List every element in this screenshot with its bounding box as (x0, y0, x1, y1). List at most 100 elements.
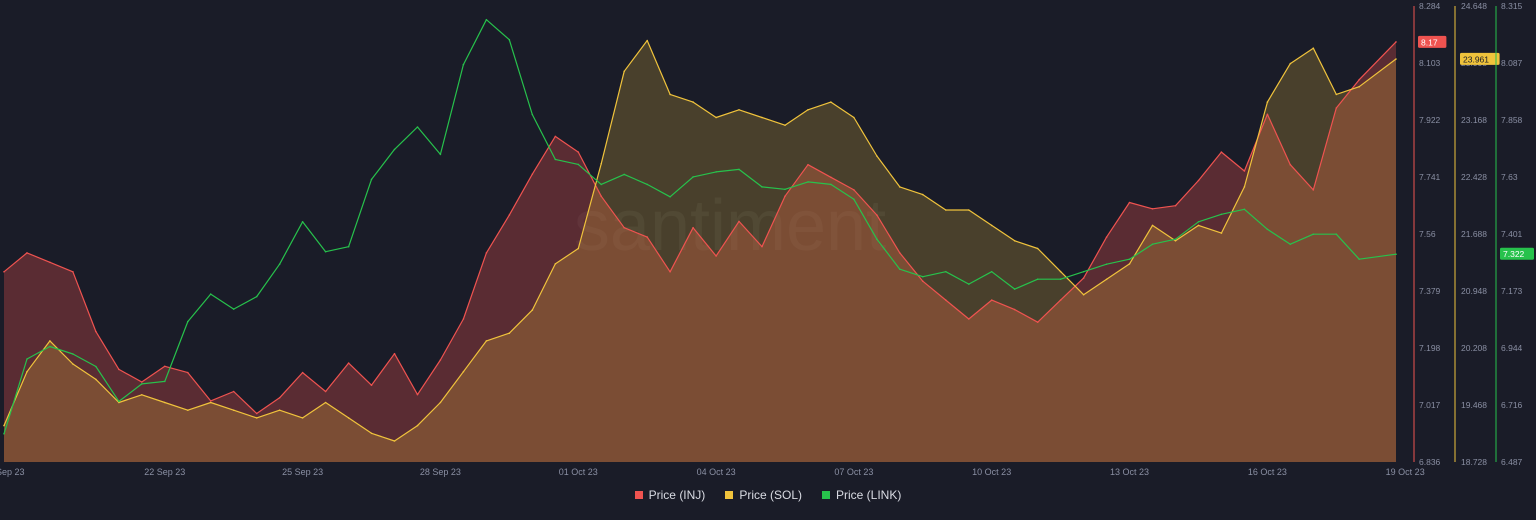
watermark: santiment (574, 186, 886, 266)
chart-canvas: santiment 18 Sep 23 22 Sep 23 25 Sep 23 28 … (0, 1, 1534, 477)
point-link-40 (922, 275, 924, 278)
link-tick-label: 7.401 (1501, 229, 1523, 239)
point-sol-20 (462, 370, 465, 373)
x-tick-label: 25 Sep 23 (282, 467, 323, 477)
point-sol-31 (715, 116, 717, 119)
sol-tick-label: 23.168 (1461, 115, 1487, 125)
point-link-21 (485, 18, 488, 21)
inj-tick-label: 8.103 (1419, 58, 1441, 68)
inj-tick-label: 7.922 (1419, 115, 1441, 125)
legend-item-sol[interactable]: Price (SOL) (725, 488, 802, 502)
point-sol-54 (1243, 186, 1246, 188)
point-link-57 (1312, 233, 1315, 235)
point-inj-10 (232, 390, 235, 393)
point-sol-48 (1105, 278, 1108, 281)
point-inj-54 (1243, 170, 1246, 172)
point-sol-27 (623, 70, 625, 73)
point-inj-30 (692, 226, 694, 229)
point-sol-2 (49, 340, 51, 342)
point-sol-33 (761, 116, 763, 119)
x-tick-label: 01 Oct 23 (559, 467, 598, 477)
point-link-51 (1174, 238, 1177, 240)
x-tick-label: 07 Oct 23 (834, 467, 873, 477)
point-link-36 (830, 183, 832, 186)
point-sol-36 (830, 101, 832, 103)
legend-item-link[interactable]: Price (LINK) (822, 488, 901, 502)
point-link-23 (531, 113, 534, 116)
point-link-25 (577, 163, 580, 166)
point-link-20 (462, 63, 465, 66)
point-sol-43 (990, 224, 993, 227)
point-sol-24 (554, 263, 557, 265)
point-inj-17 (393, 352, 396, 355)
point-link-17 (393, 148, 396, 151)
x-tick-label: 19 Oct 23 (1386, 467, 1425, 477)
point-inj-56 (1289, 163, 1292, 166)
point-link-28 (646, 183, 648, 186)
point-sol-49 (1128, 263, 1131, 265)
point-inj-18 (416, 393, 419, 396)
point-sol-16 (370, 432, 373, 435)
point-inj-13 (301, 371, 304, 374)
point-sol-41 (945, 209, 947, 211)
point-link-12 (278, 263, 281, 266)
point-sol-53 (1220, 232, 1223, 234)
point-inj-6 (141, 381, 143, 383)
point-inj-20 (462, 318, 465, 320)
point-inj-53 (1220, 151, 1223, 153)
point-inj-14 (324, 390, 327, 393)
sol-current-badge (1460, 52, 1500, 65)
point-link-46 (1059, 278, 1062, 281)
point-inj-38 (876, 214, 878, 216)
point-link-58 (1335, 233, 1338, 235)
point-link-11 (255, 295, 258, 298)
legend-item-inj[interactable]: Price (INJ) (634, 488, 705, 502)
point-inj-48 (1105, 236, 1108, 238)
point-link-39 (899, 268, 901, 271)
point-link-60 (1395, 253, 1397, 255)
point-inj-47 (1082, 277, 1085, 279)
point-link-22 (508, 38, 511, 41)
point-sol-30 (692, 101, 694, 103)
point-inj-3 (72, 271, 74, 273)
inj-tick-label: 7.56 (1419, 229, 1436, 239)
point-sol-0 (3, 424, 5, 427)
point-link-30 (692, 176, 694, 178)
point-inj-12 (278, 397, 281, 399)
point-inj-58 (1335, 107, 1338, 109)
point-link-29 (669, 196, 671, 198)
x-tick-label: 28 Sep 23 (420, 467, 461, 477)
point-sol-1 (26, 370, 28, 373)
link-tick-label: 7.63 (1501, 172, 1518, 182)
point-inj-26 (600, 195, 602, 197)
point-link-44 (1013, 288, 1016, 290)
point-link-13 (301, 221, 304, 223)
inj-tick-label: 7.741 (1419, 172, 1441, 182)
point-inj-44 (1013, 308, 1016, 311)
point-link-54 (1243, 208, 1246, 211)
point-sol-50 (1151, 224, 1154, 227)
point-sol-39 (899, 186, 901, 188)
point-inj-49 (1128, 201, 1131, 204)
sol-tick-label: 18.728 (1461, 457, 1487, 467)
link-swatch-icon (822, 491, 830, 499)
point-link-33 (761, 186, 763, 188)
point-link-56 (1289, 243, 1292, 245)
point-sol-11 (255, 417, 258, 419)
point-inj-51 (1174, 204, 1177, 207)
point-inj-2 (49, 261, 51, 264)
point-link-1 (26, 358, 28, 360)
point-inj-28 (646, 236, 648, 238)
point-link-45 (1036, 278, 1039, 281)
point-sol-32 (738, 109, 740, 111)
inj-tick-label: 6.836 (1419, 457, 1441, 467)
point-link-5 (118, 400, 120, 403)
point-sol-46 (1059, 270, 1062, 273)
point-inj-59 (1358, 78, 1360, 81)
point-inj-4 (95, 330, 97, 333)
point-sol-57 (1312, 47, 1315, 49)
point-sol-17 (393, 440, 396, 442)
point-sol-40 (922, 193, 924, 196)
point-link-52 (1197, 221, 1200, 223)
